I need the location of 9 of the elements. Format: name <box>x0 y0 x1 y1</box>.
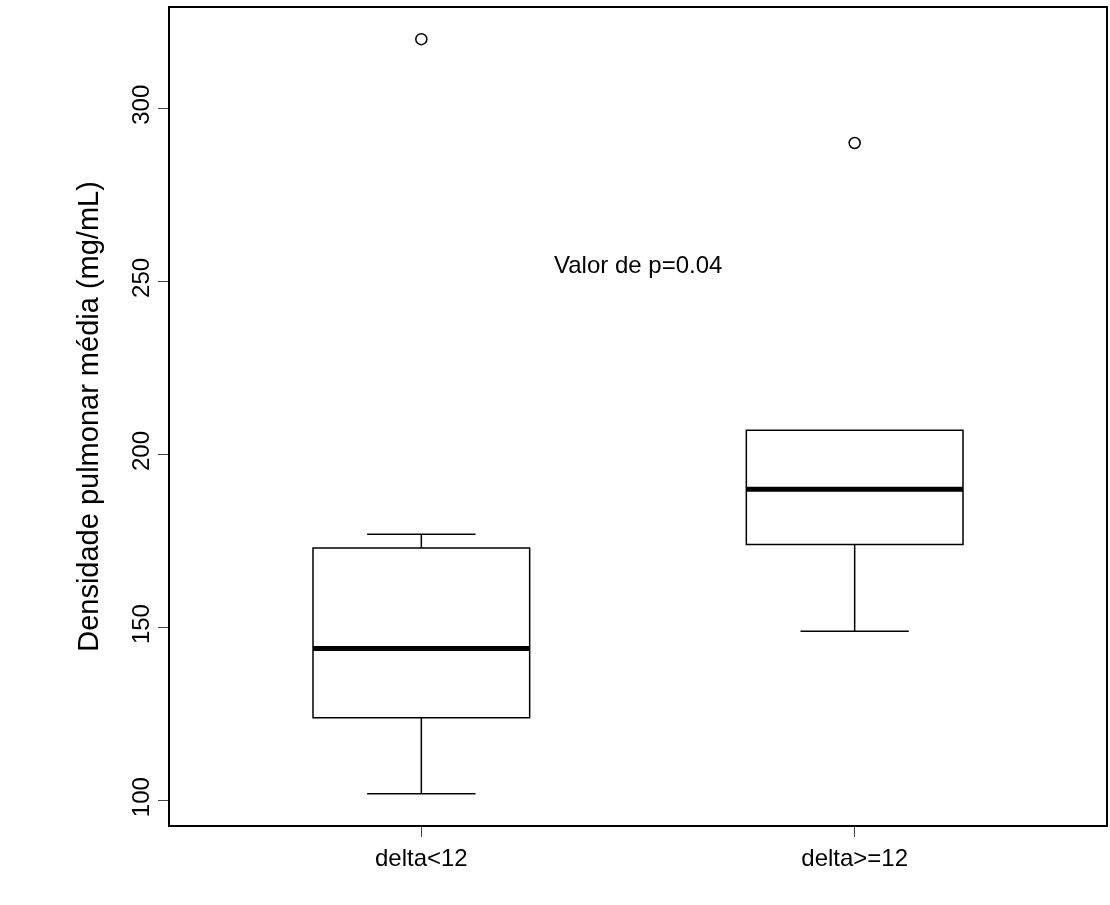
y-tick-label: 300 <box>126 84 154 125</box>
y-tick-label: 250 <box>126 257 154 298</box>
x-tick-label: delta>=12 <box>801 843 909 871</box>
y-tick-label: 200 <box>126 430 154 471</box>
x-tick-label: delta<12 <box>374 843 468 871</box>
annotation: Valor de p=0.04 <box>554 251 723 278</box>
y-axis-title: Densidade pulmonar média (mg/mL) <box>71 181 104 652</box>
y-tick-label: 150 <box>126 604 154 645</box>
y-tick-label: 100 <box>126 777 154 818</box>
